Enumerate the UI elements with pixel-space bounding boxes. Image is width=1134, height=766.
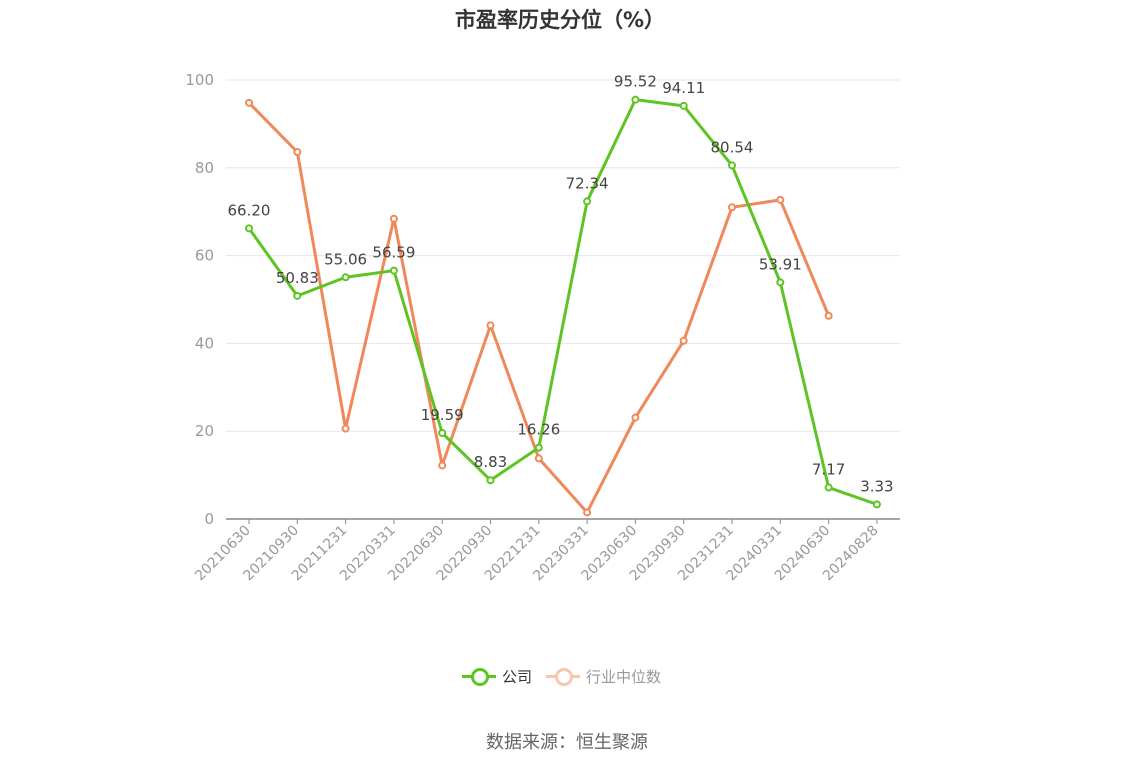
data-label: 95.52 (614, 73, 657, 91)
data-point (486, 321, 495, 330)
legend-marker-company (462, 666, 496, 686)
data-label: 16.26 (517, 421, 560, 439)
data-point (679, 336, 688, 345)
data-label: 7.17 (812, 461, 845, 479)
legend: 公司 行业中位数 (462, 664, 675, 688)
data-point (341, 273, 350, 282)
data-label: 72.34 (566, 174, 609, 192)
data-label: 66.20 (228, 201, 271, 219)
data-label: 50.83 (276, 269, 319, 287)
data-point (486, 476, 495, 485)
data-point (438, 461, 447, 470)
y-tick-label: 0 (204, 510, 214, 528)
data-label: 56.59 (372, 244, 415, 262)
data-label: 94.11 (662, 79, 705, 97)
data-point (631, 95, 640, 104)
data-point (728, 161, 736, 170)
data-label: 19.59 (421, 406, 464, 424)
data-point (389, 266, 398, 275)
data-point (728, 203, 736, 212)
data-point (776, 195, 785, 204)
legend-item-company[interactable]: 公司 (462, 666, 532, 687)
y-tick-label: 100 (185, 71, 214, 89)
data-point (824, 483, 833, 492)
data-point (245, 224, 253, 233)
legend-marker-industry (546, 666, 581, 686)
data-point (389, 214, 398, 223)
data-point (776, 278, 785, 287)
data-point (293, 291, 302, 300)
data-labels: 66.20 50.83 55.06 56.59 19.59 8.83 16.26 72.34 9… (228, 73, 894, 496)
data-label: 53.91 (759, 255, 802, 273)
data-label: 8.83 (474, 453, 507, 471)
series (245, 95, 881, 517)
y-tick-label: 80 (195, 159, 214, 177)
data-point (679, 101, 688, 110)
data-point (341, 424, 350, 433)
legend-label-industry: 行业中位数 (586, 667, 662, 686)
data-point (245, 98, 253, 107)
data-point (534, 454, 543, 463)
legend-label-company: 公司 (502, 667, 533, 686)
data-point (438, 428, 447, 437)
series-line-0 (247, 98, 879, 506)
data-point (293, 147, 302, 156)
data-label: 80.54 (711, 138, 754, 156)
y-tick-label: 40 (195, 334, 214, 352)
y-tick-label: 60 (195, 247, 214, 265)
y-tick-label: 20 (195, 422, 214, 440)
data-point (534, 443, 543, 452)
data-point (583, 197, 592, 206)
data-point (824, 311, 833, 320)
data-point (872, 500, 881, 509)
data-point (583, 508, 592, 517)
data-label: 3.33 (860, 477, 893, 495)
data-point (631, 413, 640, 422)
data-label: 55.06 (324, 250, 367, 268)
grid-lines (226, 79, 900, 432)
chart-title: 市盈率历史分位（%） (454, 8, 666, 32)
legend-item-industry[interactable]: 行业中位数 (546, 666, 661, 687)
data-source: 数据来源：恒生聚源 (486, 732, 648, 753)
